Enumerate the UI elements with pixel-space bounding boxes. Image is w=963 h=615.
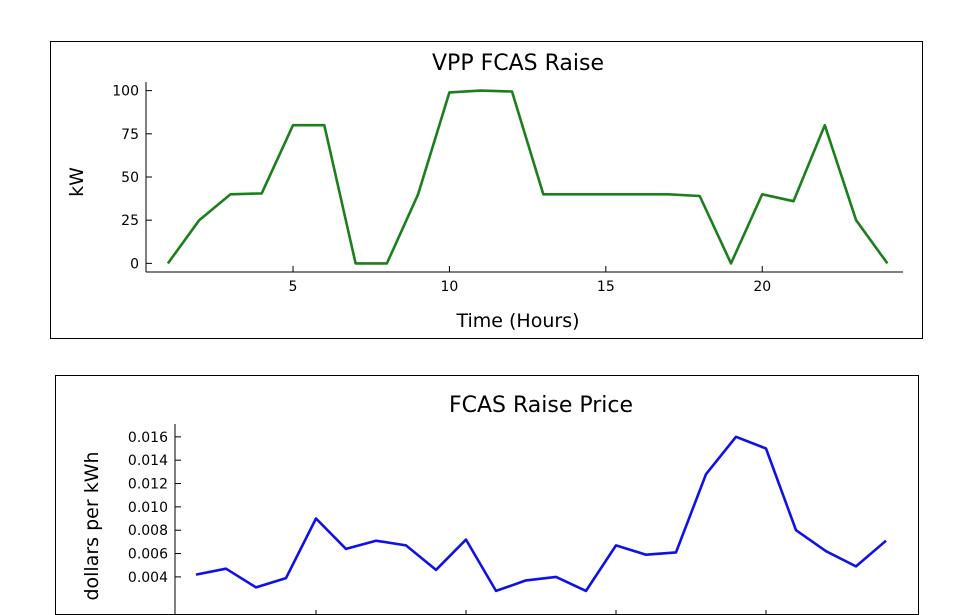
y-axis-label: dollars per kWh	[81, 451, 103, 600]
chart-panel-kw: VPP FCAS Raise 0 25 50 75 100 5 10 15 20 Time (Hou…	[50, 41, 923, 339]
y-tick-label: 25	[121, 213, 139, 229]
x-tick-label: 15	[597, 279, 615, 295]
y-axis-label: kW	[66, 167, 88, 197]
chart-title: FCAS Raise Price	[449, 393, 633, 418]
series-line	[195, 435, 887, 593]
chart-title: VPP FCAS Raise	[432, 51, 604, 76]
y-tick-label: 0.008	[128, 523, 168, 539]
series-line	[166, 89, 889, 265]
y-tick-label: 0.006	[128, 547, 168, 563]
y-tick-label: 0.014	[128, 453, 168, 469]
price-chart-svg: FCAS Raise Price 0.004 0.006 0.008 0.010 0.01…	[81, 393, 887, 614]
y-tick-label: 0.004	[128, 570, 168, 586]
y-tick-label: 0	[130, 256, 139, 272]
y-tick-label: 100	[112, 84, 139, 100]
y-tick-label: 0.010	[128, 500, 168, 516]
x-tick-label: 5	[289, 279, 298, 295]
y-tick-label: 50	[121, 170, 139, 186]
kw-chart-svg: VPP FCAS Raise 0 25 50 75 100 5 10 15 20 Time (Hou…	[66, 51, 903, 332]
chart-panel-price: FCAS Raise Price 0.004 0.006 0.008 0.010 0.01…	[55, 375, 919, 615]
x-tick-label: 10	[441, 279, 459, 295]
y-tick-label: 75	[121, 127, 139, 143]
x-axis-label: Time (Hours)	[455, 310, 579, 332]
x-tick-label: 20	[753, 279, 771, 295]
y-tick-label: 0.016	[128, 430, 168, 446]
y-tick-label: 0.012	[128, 477, 168, 493]
